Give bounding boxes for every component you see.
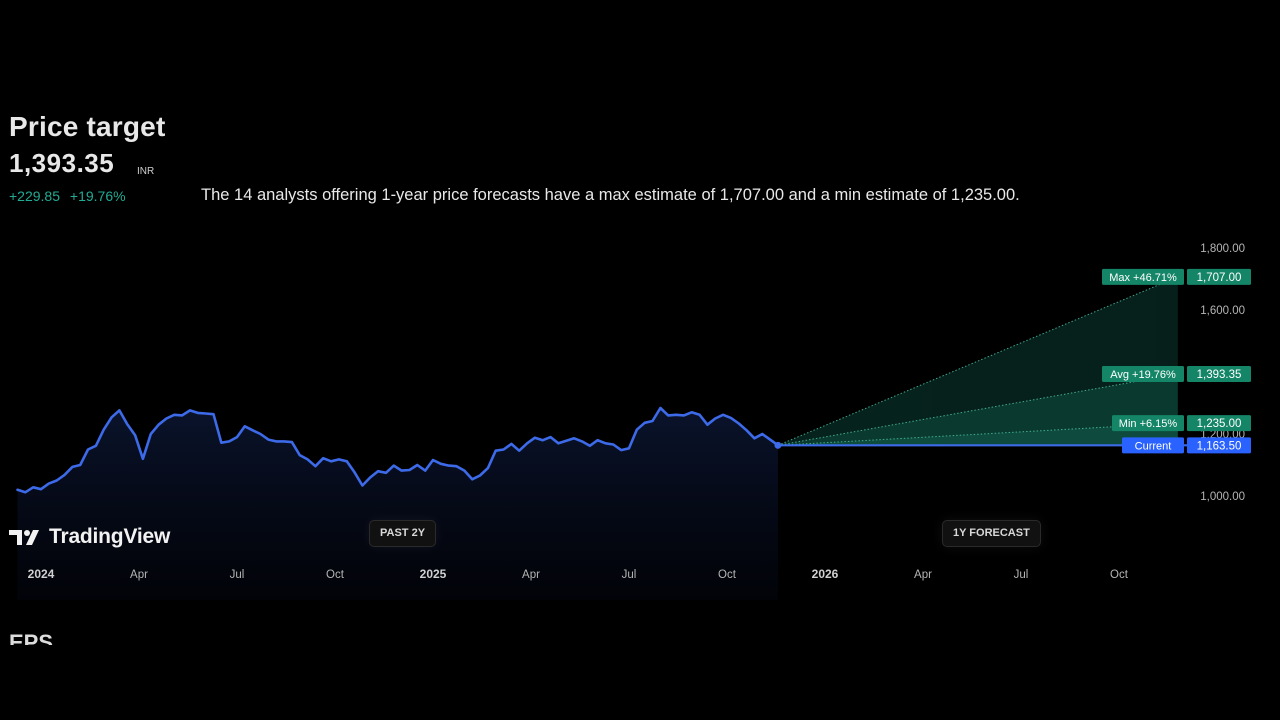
price-area-fill (17, 408, 779, 600)
x-axis-label: Apr (130, 569, 148, 581)
forecast-avg-line (777, 373, 1178, 446)
forecast-min-tag (1112, 415, 1184, 432)
eps-section-title: EPS (9, 630, 54, 645)
x-axis-label: Jul (1014, 569, 1029, 581)
1y-forecast-label: 1Y FORECAST (942, 520, 1041, 547)
change-percent: +19.76% (69, 188, 126, 204)
x-axis-label: 2025 (420, 567, 447, 581)
analyst-summary: The 14 analysts offering 1-year price fo… (201, 186, 1020, 204)
tradingview-logo-text: TradingView (49, 525, 171, 548)
change-absolute: +229.85 (9, 188, 60, 204)
price-line (16, 406, 780, 494)
forecast-current-tag (1122, 437, 1184, 454)
tradingview-logo-icon (9, 530, 39, 545)
forecast-current-tag-text: Current (1135, 440, 1172, 452)
x-axis-label: Apr (522, 569, 540, 581)
x-axis-label: 2026 (812, 567, 839, 581)
forecast-current-value-box (1187, 437, 1251, 454)
current-price-dot (774, 441, 782, 449)
tradingview-logo[interactable]: TradingView (9, 525, 170, 549)
x-axis-label: 2024 (28, 567, 55, 581)
forecast-max-tag-text: Max +46.71% (1109, 272, 1177, 284)
y-axis-label: 1,800.00 (1200, 243, 1245, 255)
y-axis-label: 1,600.00 (1200, 305, 1245, 317)
x-axis-label: Jul (622, 569, 637, 581)
forecast-min-line (777, 422, 1178, 446)
forecast-max-line (777, 276, 1178, 446)
forecast-max-value-box (1187, 268, 1251, 285)
forecast-avg-tag (1102, 366, 1184, 383)
forecast-min-tag-text: Min +6.15% (1119, 418, 1178, 430)
x-axis-label: Apr (914, 569, 932, 581)
forecast-max-value-text: 1,707.00 (1197, 272, 1242, 284)
price-target-chart: 1,000.001,200.001,400.001,600.001,800.00… (16, 243, 1251, 600)
y-axis-label: 1,000.00 (1200, 491, 1245, 503)
forecast-current-value-text: 1,163.50 (1197, 440, 1242, 452)
forecast-avg-value-text: 1,393.35 (1197, 369, 1242, 381)
forecast-min-value-box (1187, 415, 1251, 432)
forecast-min-fill (777, 423, 1178, 446)
page-title: Price target (9, 111, 166, 142)
forecast-min-value-text: 1,235.00 (1197, 418, 1242, 430)
target-price: 1,393.35 (9, 148, 115, 178)
forecast-avg-value-box (1187, 366, 1251, 383)
x-axis-label: Oct (718, 569, 737, 581)
x-axis-label: Oct (326, 569, 345, 581)
currency-label: INR (137, 166, 155, 177)
forecast-max-tag (1102, 268, 1184, 285)
price-change: +229.85 +19.76% (9, 188, 132, 204)
x-axis-label: Oct (1110, 569, 1129, 581)
x-axis-label: Jul (230, 569, 245, 581)
forecast-avg-tag-text: Avg +19.76% (1110, 369, 1176, 381)
past-2y-label: PAST 2Y (369, 520, 437, 547)
